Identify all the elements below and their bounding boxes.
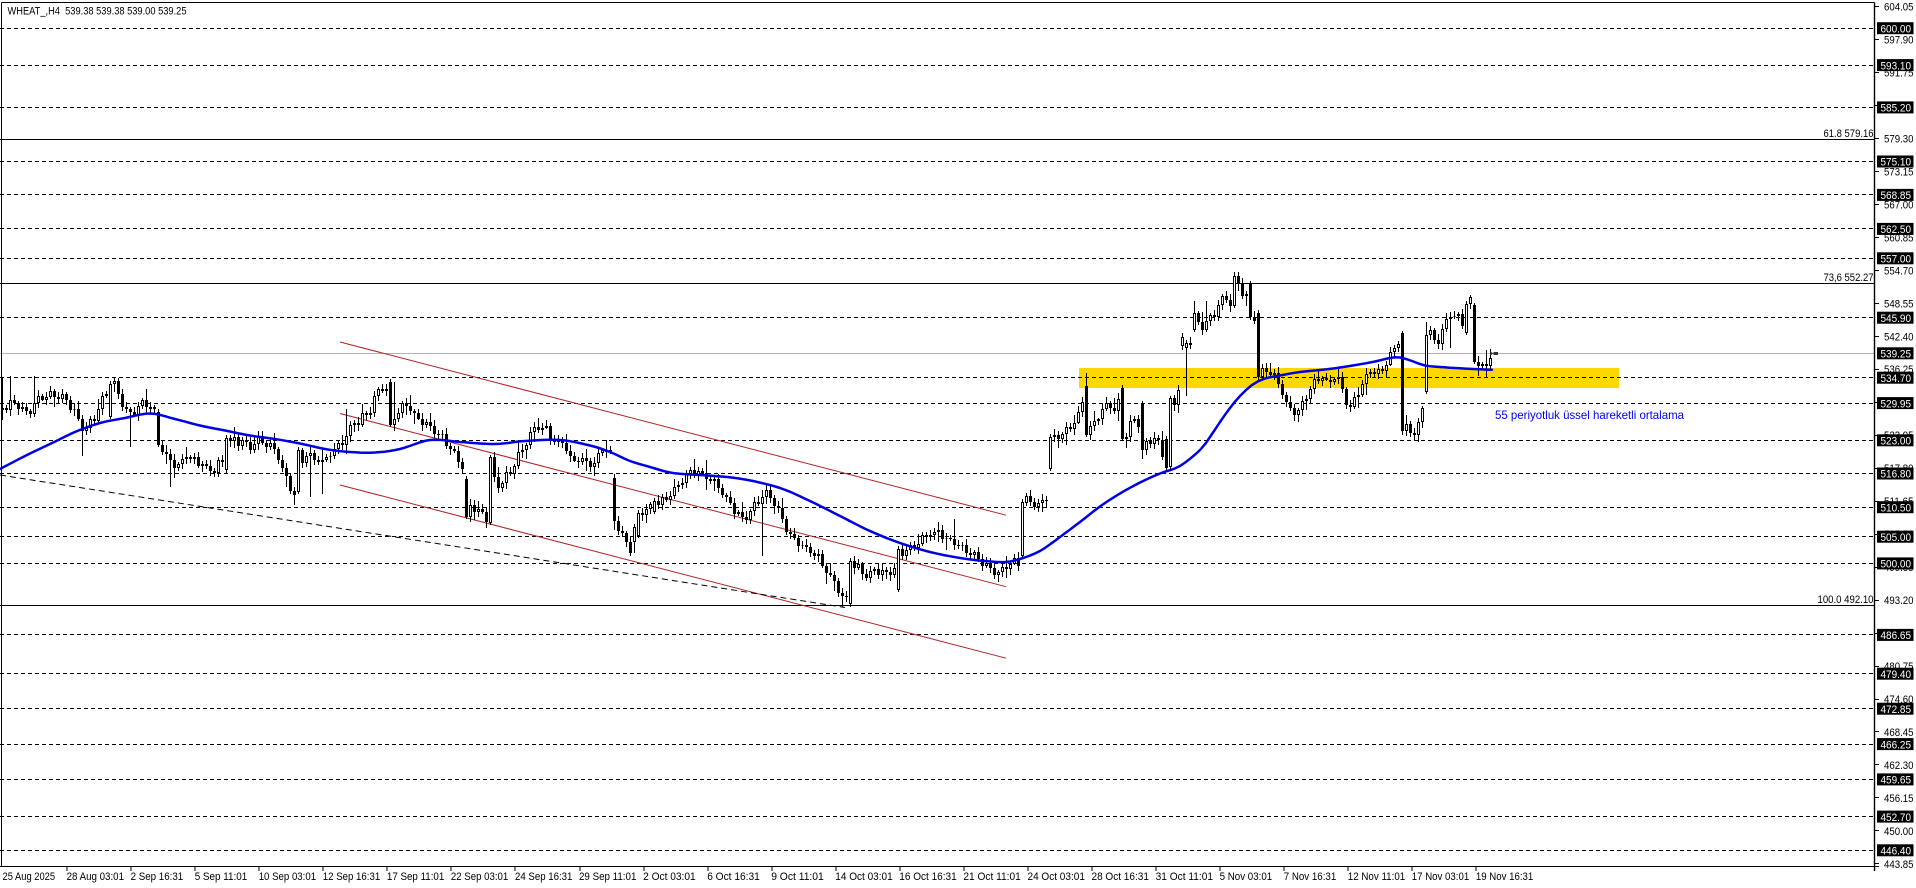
svg-text:593.10: 593.10 [1881,60,1912,72]
svg-text:567.00: 567.00 [1884,199,1914,211]
svg-text:597.90: 597.90 [1884,35,1914,47]
svg-text:456.15: 456.15 [1884,793,1914,805]
svg-text:14 Oct 03:01: 14 Oct 03:01 [835,871,892,883]
svg-text:493.20: 493.20 [1884,595,1914,607]
svg-text:10 Sep 03:01: 10 Sep 03:01 [259,871,316,883]
svg-text:24 Oct 03:01: 24 Oct 03:01 [1028,871,1085,883]
svg-text:446.40: 446.40 [1881,846,1912,858]
svg-text:73,6 552.27: 73,6 552.27 [1824,272,1874,284]
svg-text:466.25: 466.25 [1881,739,1912,751]
svg-text:479.40: 479.40 [1881,669,1912,681]
svg-text:5 Nov 03:01: 5 Nov 03:01 [1220,871,1273,883]
svg-text:61.8 579.16: 61.8 579.16 [1824,128,1874,140]
svg-text:WHEAT_,H4 539.38 539.38 539.0: WHEAT_,H4 539.38 539.38 539.00 539.25 [8,6,187,18]
svg-text:545.90: 545.90 [1881,313,1912,325]
svg-text:25 Aug 2025: 25 Aug 2025 [3,871,56,883]
svg-text:29 Sep 11:01: 29 Sep 11:01 [579,871,636,883]
svg-text:7 Nov 16:31: 7 Nov 16:31 [1284,871,1337,883]
svg-text:5 Sep 11:01: 5 Sep 11:01 [195,871,248,883]
svg-text:516.80: 516.80 [1881,469,1912,481]
svg-text:529.95: 529.95 [1881,398,1912,410]
svg-text:28 Aug 03:01: 28 Aug 03:01 [67,871,124,883]
svg-text:579.30: 579.30 [1884,133,1914,145]
svg-text:55 periyotluk üssel hareketli: 55 periyotluk üssel hareketli ortalama [1495,408,1684,422]
svg-text:500.00: 500.00 [1881,559,1912,571]
svg-text:510.50: 510.50 [1881,502,1912,514]
svg-text:542.40: 542.40 [1884,331,1914,343]
svg-text:604.05: 604.05 [1884,2,1914,14]
svg-text:452.70: 452.70 [1881,812,1912,824]
svg-text:472.85: 472.85 [1881,704,1912,716]
svg-text:505.00: 505.00 [1881,532,1912,544]
svg-text:462.30: 462.30 [1884,760,1914,772]
svg-text:486.65: 486.65 [1881,630,1912,642]
svg-text:22 Sep 03:01: 22 Sep 03:01 [451,871,508,883]
svg-text:560.85: 560.85 [1884,232,1914,244]
svg-text:2 Oct 03:01: 2 Oct 03:01 [643,871,696,883]
svg-text:573.15: 573.15 [1884,166,1914,178]
svg-text:443.85: 443.85 [1884,859,1914,871]
svg-text:21 Oct 11:01: 21 Oct 11:01 [963,871,1020,883]
svg-text:6 Oct 16:31: 6 Oct 16:31 [707,871,760,883]
svg-text:575.10: 575.10 [1881,157,1912,169]
svg-text:557.00: 557.00 [1881,254,1912,266]
svg-text:539.25: 539.25 [1881,349,1912,361]
svg-text:28 Oct 16:31: 28 Oct 16:31 [1092,871,1149,883]
svg-text:24 Sep 16:31: 24 Sep 16:31 [515,871,572,883]
svg-text:12 Sep 16:31: 12 Sep 16:31 [323,871,380,883]
svg-text:523.00: 523.00 [1881,436,1912,448]
svg-text:31 Oct 11:01: 31 Oct 11:01 [1156,871,1213,883]
svg-text:17 Sep 11:01: 17 Sep 11:01 [387,871,444,883]
svg-text:562.50: 562.50 [1881,224,1912,236]
svg-text:450.00: 450.00 [1884,826,1914,838]
svg-text:585.20: 585.20 [1881,103,1912,115]
svg-text:548.55: 548.55 [1884,298,1914,310]
svg-text:600.00: 600.00 [1881,23,1912,35]
svg-text:459.65: 459.65 [1881,775,1912,787]
svg-text:468.45: 468.45 [1884,727,1914,739]
svg-text:19 Nov 16:31: 19 Nov 16:31 [1476,871,1533,883]
svg-text:534.70: 534.70 [1881,373,1912,385]
svg-text:9 Oct 11:01: 9 Oct 11:01 [771,871,824,883]
svg-text:16 Oct 16:31: 16 Oct 16:31 [899,871,956,883]
svg-text:554.70: 554.70 [1884,265,1914,277]
svg-text:12 Nov 11:01: 12 Nov 11:01 [1348,871,1405,883]
svg-text:17 Nov 03:01: 17 Nov 03:01 [1412,871,1469,883]
svg-text:2 Sep 16:31: 2 Sep 16:31 [131,871,184,883]
svg-text:100.0 492.10: 100.0 492.10 [1818,594,1874,606]
svg-text:568.85: 568.85 [1881,190,1912,202]
